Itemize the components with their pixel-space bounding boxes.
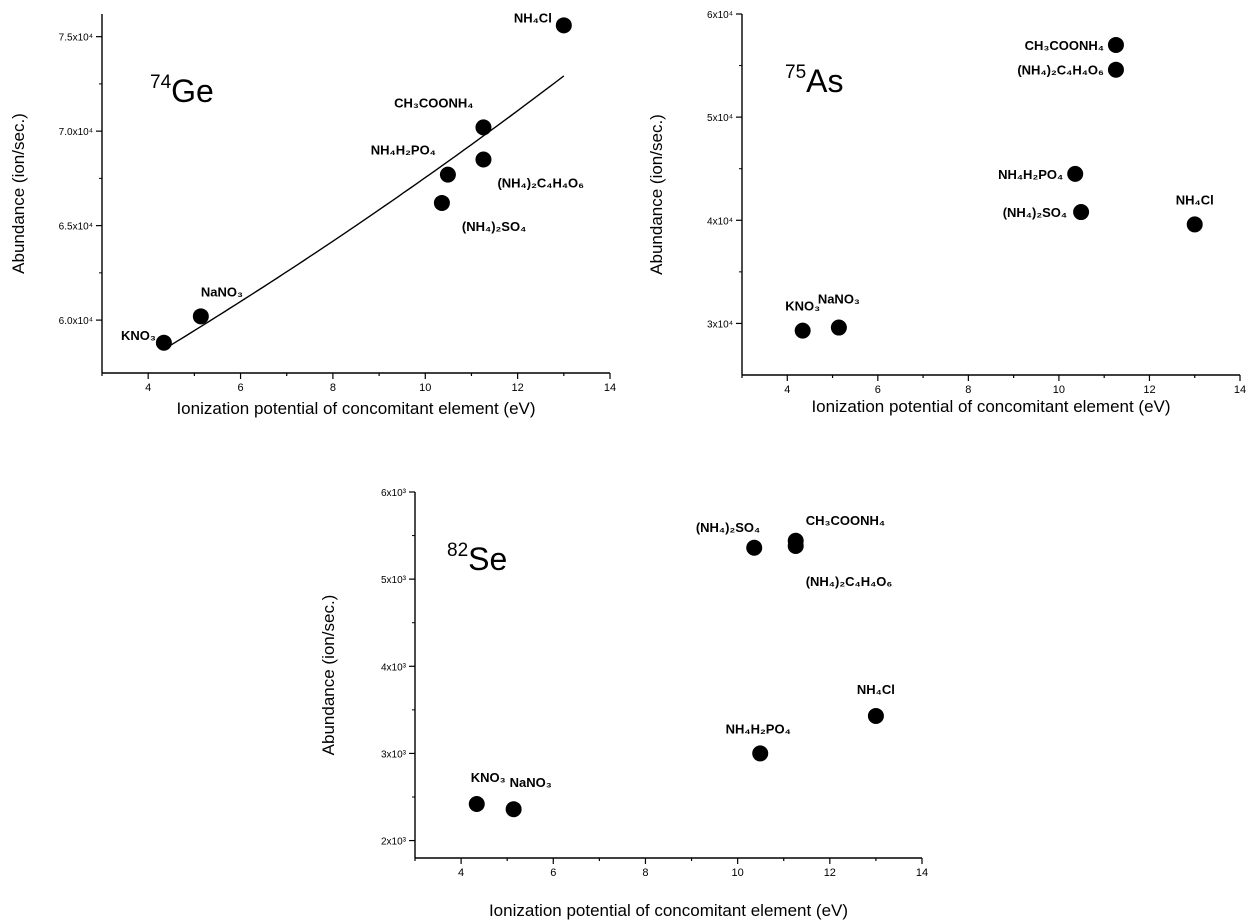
x-tick-label: 10 [419,382,431,394]
data-point [1073,204,1090,221]
fit-curve [163,75,565,350]
data-point [1067,165,1084,182]
point-label: NaNO₃ [201,284,243,299]
y-axis-label: Abundance (ion/sec.) [647,114,666,275]
data-point [555,17,572,34]
isotope-label: 74Ge [150,72,214,109]
isotope-mass: 75 [785,62,806,83]
point-label: (NH₄)₂C₄H₄O₆ [806,574,893,589]
point-label: NH₄H₂PO₄ [371,143,436,158]
x-tick-label: 4 [458,867,464,879]
data-point [439,166,456,183]
y-tick-label: 5x10⁴ [707,113,733,124]
x-tick-label: 10 [1053,384,1065,396]
data-point [752,745,769,762]
data-point [192,308,209,325]
point-label: NH₄Cl [857,682,895,697]
x-tick-label: 8 [965,384,971,396]
panel-ge74: 4 6 8 10 12 14 6.0x10⁴ 6.5x10⁴ 7.0x10⁴ 7.5x10⁴ Ion… [9,10,616,418]
data-point [787,538,804,555]
y-axis-label: Abundance (ion/sec.) [9,113,28,274]
y-tick-label: 6x10⁴ [707,10,733,21]
x-tick-label: 6 [550,867,556,879]
isotope-label: 82Se [447,540,507,577]
x-tick-label: 8 [330,382,336,394]
x-axis-label: Ionization potential of concomitant elem… [489,901,848,920]
y-tick-label: 6.5x10⁴ [59,222,93,233]
point-label: CH₃COONH₄ [806,513,885,528]
x-tick-label: 12 [824,867,836,879]
point-label: (NH₄)₂C₄H₄O₆ [1017,63,1104,78]
data-point [830,319,847,336]
point-label: KNO₃ [785,299,820,314]
point-label: (NH₄)₂C₄H₄O₆ [497,175,584,190]
x-tick-label: 12 [1143,384,1155,396]
y-tick-label: 5x10³ [381,575,407,586]
y-tick-label: 4x10⁴ [707,216,733,227]
x-axis-label: Ionization potential of concomitant elem… [176,399,535,418]
panel-se82: 4 6 8 10 12 14 2x10³ 3x10³ 4x10³ 5x10³ 6x10³ Ioniza… [319,488,928,920]
data-point [1186,216,1203,233]
y-tick-label: 3x10⁴ [707,319,733,330]
data-point [1107,61,1124,78]
x-tick-label: 6 [237,382,243,394]
y-tick-label: 7.0x10⁴ [59,127,93,138]
x-tick-label: 14 [916,867,928,879]
point-label: NaNO₃ [818,292,860,307]
y-tick-label: 3x10³ [381,749,407,760]
x-tick-label: 14 [604,382,616,394]
x-tick-label: 10 [732,867,744,879]
data-point [1107,36,1124,53]
y-tick-label: 6x10³ [381,488,407,499]
data-point [867,707,884,724]
point-label: (NH₄)₂SO₄ [696,520,760,535]
data-point [475,119,492,136]
point-label: CH₃COONH₄ [1025,38,1104,53]
isotope-symbol: As [806,63,843,99]
point-label: NH₄H₂PO₄ [998,167,1063,182]
isotope-label: 75As [785,62,843,99]
data-point [794,322,811,339]
x-axis-label: Ionization potential of concomitant elem… [811,397,1170,416]
point-label: NH₄Cl [1176,192,1214,207]
x-tick-label: 6 [875,384,881,396]
y-tick-label: 7.5x10⁴ [59,33,93,44]
point-label: (NH₄)₂SO₄ [1003,205,1067,220]
x-tick-label: 8 [642,867,648,879]
isotope-symbol: Ge [171,73,214,109]
panel-as75: 4 6 8 10 12 14 3x10⁴ 4x10⁴ 5x10⁴ 6x10⁴ Ionization … [647,10,1246,416]
point-label: CH₃COONH₄ [394,95,473,110]
point-label: NH₄Cl [514,10,552,25]
point-label: NaNO₃ [510,775,552,790]
isotope-symbol: Se [468,541,507,577]
x-tick-label: 12 [512,382,524,394]
isotope-mass: 74 [150,72,172,93]
point-label: KNO₃ [121,328,156,343]
y-tick-label: 6.0x10⁴ [59,316,93,327]
data-point [475,151,492,168]
data-point [155,334,172,351]
y-axis-label: Abundance (ion/sec.) [319,595,338,756]
isotope-mass: 82 [447,540,468,561]
data-point [468,795,485,812]
x-tick-label: 14 [1234,384,1246,396]
data-point [505,801,522,818]
point-label: (NH₄)₂SO₄ [462,219,526,234]
data-point [746,539,763,556]
x-tick-label: 4 [784,384,790,396]
point-label: KNO₃ [471,770,506,785]
x-tick-label: 4 [145,382,151,394]
point-label: NH₄H₂PO₄ [726,721,791,736]
data-point [433,194,450,211]
y-tick-label: 2x10³ [381,837,407,848]
y-tick-label: 4x10³ [381,662,407,673]
